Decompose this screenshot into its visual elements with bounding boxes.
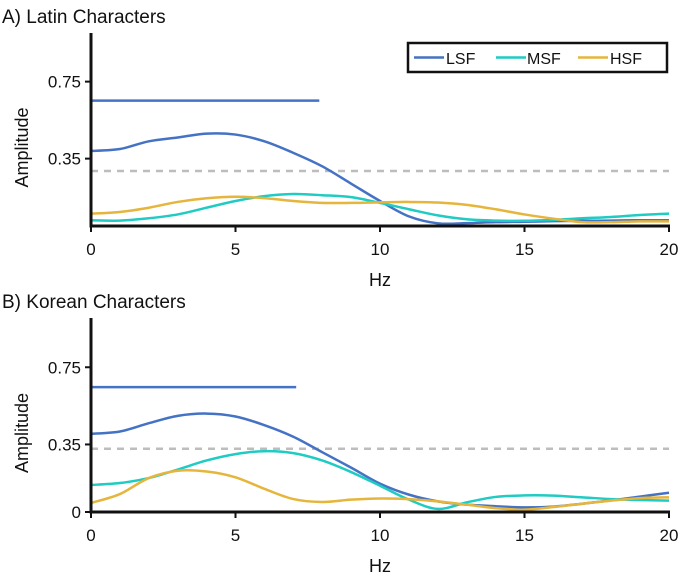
- legend-box: [406, 41, 669, 74]
- y-tick-label: 0.35: [48, 435, 81, 454]
- series-line-lsf: [90, 412, 670, 509]
- x-tick-label: 5: [231, 526, 240, 545]
- chart-title: B) Korean Characters: [2, 292, 186, 313]
- series-line-msf: [90, 192, 670, 223]
- x-tick-label: 10: [371, 240, 390, 259]
- legend-label-msf: MSF: [527, 51, 561, 68]
- series-line-msf: [90, 449, 670, 511]
- series-line-hsf: [90, 468, 670, 511]
- x-axis-label: Hz: [369, 556, 391, 576]
- y-tick-label: 0.75: [48, 73, 81, 92]
- x-tick-label: 20: [660, 526, 679, 545]
- legend-label-lsf: LSF: [446, 51, 476, 68]
- y-tick-label: 0: [72, 503, 81, 522]
- x-axis-label: Hz: [369, 270, 391, 290]
- x-tick-label: 15: [515, 526, 534, 545]
- chart-title: A) Latin Characters: [2, 7, 166, 28]
- panel-latin: A) Latin Characters 0 5 10 15 20 0.75 0.35 Hz Amp…: [2, 7, 678, 290]
- y-tick-label: 0.75: [48, 358, 81, 377]
- legend: LSF MSF HSF: [406, 41, 669, 74]
- series-line-lsf: [90, 132, 670, 226]
- legend-label-hsf: HSF: [610, 51, 642, 68]
- x-tick-label: 5: [231, 240, 240, 259]
- x-tick-label: 10: [371, 526, 390, 545]
- y-axis-label: Amplitude: [12, 107, 32, 187]
- y-tick-label: 0.35: [48, 150, 81, 169]
- x-tick-label: 0: [86, 240, 95, 259]
- series-line-hsf: [90, 195, 670, 224]
- panel-korean: B) Korean Characters 0 5 10 15 20 0.75 0.35 0 Hz A…: [2, 292, 678, 576]
- y-axis-label: Amplitude: [12, 393, 32, 473]
- x-tick-label: 0: [86, 526, 95, 545]
- x-tick-label: 20: [660, 240, 679, 259]
- x-tick-label: 15: [515, 240, 534, 259]
